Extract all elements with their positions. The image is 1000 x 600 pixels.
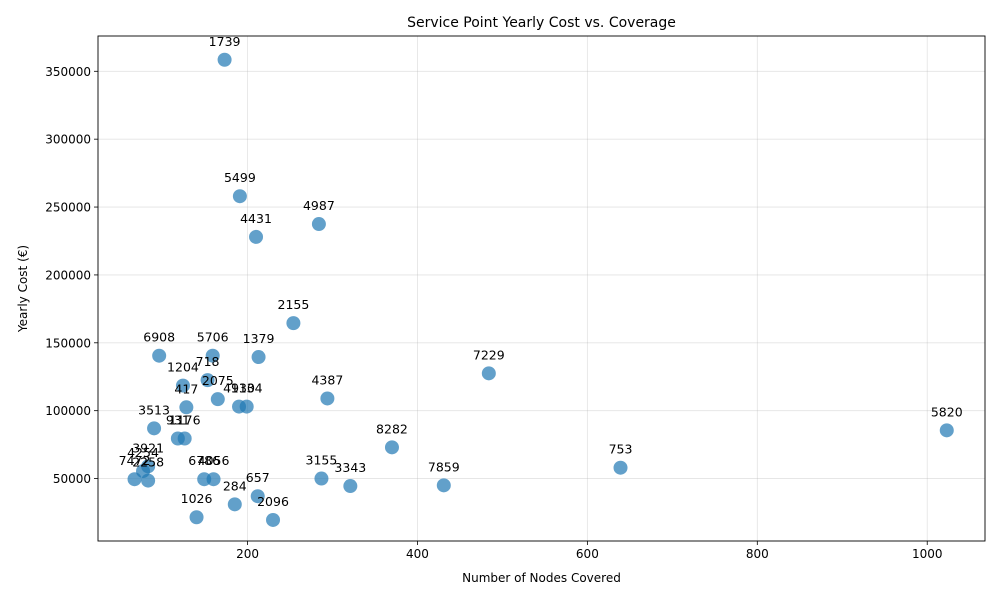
data-point-label: 3343 — [334, 460, 366, 475]
data-point-label: 3513 — [138, 402, 170, 417]
data-point — [384, 440, 399, 455]
data-point — [939, 423, 954, 438]
data-point-label: 1176 — [169, 413, 201, 428]
y-tick-label: 300000 — [45, 133, 91, 147]
data-point-label: 4387 — [311, 372, 343, 387]
data-point-label: 4987 — [303, 198, 335, 213]
y-axis-label: Yearly Cost (€) — [16, 245, 30, 333]
data-point-label: 3155 — [306, 453, 338, 468]
data-point-label: 1739 — [209, 34, 241, 49]
y-tick-label: 250000 — [45, 201, 91, 215]
data-point — [200, 373, 215, 388]
y-tick-label: 150000 — [45, 336, 91, 350]
data-point — [152, 348, 167, 363]
data-point — [251, 350, 266, 365]
data-point — [147, 421, 162, 436]
data-point — [481, 366, 496, 381]
data-point-label: 753 — [609, 442, 633, 457]
y-axis-ticks: 50000 100000 150000 200000 250000 300000 35000… — [45, 65, 98, 486]
data-point-label: 2155 — [278, 297, 310, 312]
data-points — [127, 52, 954, 527]
y-tick-label: 100000 — [45, 404, 91, 418]
data-point — [249, 229, 264, 244]
data-point — [436, 478, 451, 493]
data-point — [177, 431, 192, 446]
data-point-label: 1204 — [167, 360, 199, 375]
data-point-label: 1026 — [181, 491, 213, 506]
data-point-label: 718 — [196, 354, 220, 369]
data-point-label: 284 — [223, 478, 247, 493]
plot-frame — [97, 35, 986, 542]
data-point-label: 5706 — [197, 330, 229, 345]
data-point-label: 4930 — [223, 381, 255, 396]
data-point-label: 2258 — [132, 455, 164, 470]
data-point — [210, 392, 225, 407]
data-point-label: 7859 — [428, 459, 460, 474]
data-point — [127, 472, 142, 487]
data-point — [266, 512, 281, 527]
x-tick-label: 200 — [236, 547, 259, 561]
data-point — [343, 479, 358, 494]
x-axis-ticks: 200 400 600 800 1000 — [236, 541, 942, 561]
x-tick-label: 400 — [406, 547, 429, 561]
data-point — [205, 348, 220, 363]
data-point — [232, 189, 247, 204]
data-point — [311, 217, 326, 232]
data-point-label: 7472 — [119, 453, 151, 468]
data-point-label: 4056 — [198, 453, 230, 468]
data-point-label: 4254 — [127, 445, 159, 460]
data-point — [250, 489, 265, 504]
x-tick-label: 600 — [576, 547, 599, 561]
data-point — [613, 460, 628, 475]
x-axis-label: Number of Nodes Covered — [462, 571, 621, 585]
data-point-label: 5499 — [224, 170, 256, 185]
data-point — [239, 399, 254, 414]
data-point-label: 7229 — [473, 347, 505, 362]
data-point-label: 3921 — [132, 440, 164, 455]
data-point-label: 931 — [166, 413, 190, 428]
data-point-label: 4431 — [240, 211, 272, 226]
data-point — [217, 52, 232, 67]
data-point — [286, 316, 301, 331]
chart-title: Service Point Yearly Cost vs. Coverage — [407, 15, 676, 31]
data-point-label: 1379 — [243, 331, 275, 346]
data-point-label: 6786 — [188, 453, 220, 468]
data-point — [175, 378, 190, 393]
data-point-label: 2096 — [257, 494, 289, 509]
data-point-label: 1134 — [231, 381, 263, 396]
y-tick-label: 350000 — [45, 65, 91, 79]
data-point — [227, 497, 242, 512]
data-point — [189, 510, 204, 525]
x-tick-label: 800 — [746, 547, 769, 561]
data-point-label: 8282 — [376, 421, 408, 436]
x-tick-label: 1000 — [912, 547, 943, 561]
data-point — [141, 473, 156, 488]
data-point-label: 6908 — [143, 330, 175, 345]
data-point — [320, 391, 335, 406]
data-point-label: 2075 — [202, 373, 234, 388]
data-point-label: 5820 — [931, 404, 963, 419]
data-point — [314, 471, 329, 486]
y-tick-label: 200000 — [45, 268, 91, 282]
y-tick-label: 50000 — [53, 472, 91, 486]
data-point-label: 417 — [174, 381, 198, 396]
data-point — [206, 472, 221, 487]
data-point — [179, 400, 194, 415]
data-point-label: 657 — [246, 470, 270, 485]
